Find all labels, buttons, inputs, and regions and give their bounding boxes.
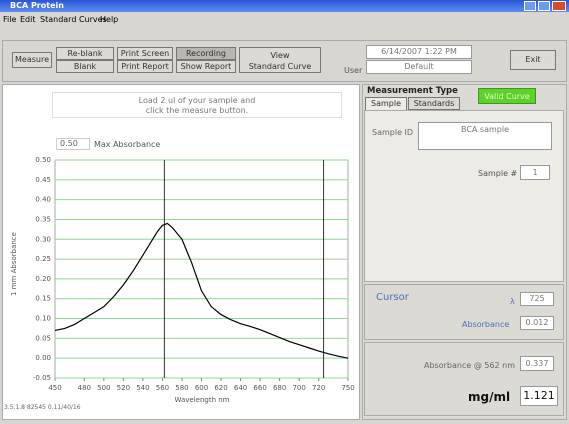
recording-button[interactable]: Recording — [176, 47, 236, 60]
menu-item[interactable]: Help — [100, 15, 119, 24]
spectrum-line — [54, 222, 349, 359]
exit-button[interactable]: Exit — [510, 50, 556, 70]
y-tick-label: 0.45 — [35, 176, 51, 184]
x-tick-label: 450 — [48, 384, 61, 392]
print-screen-button[interactable]: Print Screen — [117, 47, 173, 60]
menu-item[interactable]: File — [3, 15, 17, 24]
y-tick-label: 0.25 — [35, 255, 51, 263]
lambda-label: λ — [510, 297, 515, 306]
y-tick-label: 0.00 — [35, 354, 51, 362]
button-text: View — [270, 51, 290, 60]
window-title: BCA Protein — [10, 1, 64, 10]
x-tick-label: 560 — [156, 384, 169, 392]
x-tick-label: 750 — [341, 384, 354, 392]
standards-tab[interactable]: Standards — [408, 97, 460, 110]
y-tick-label: 0.30 — [35, 235, 51, 243]
button-text: Standard Curve — [248, 62, 312, 71]
maximize[interactable] — [538, 1, 550, 11]
y-tick-label: 0.10 — [35, 315, 51, 323]
sample-number-label: Sample # — [478, 169, 518, 178]
concentration-field: 1.121 — [520, 386, 558, 406]
measure-button[interactable]: Measure — [12, 52, 52, 68]
sample-id-field[interactable]: BCA sample — [418, 122, 552, 150]
toolbar — [2, 40, 567, 82]
y-tick-label: 0.05 — [35, 334, 51, 342]
cursor-section — [364, 284, 564, 340]
concentration-label: mg/ml — [468, 390, 511, 404]
y-tick-label: -0.05 — [33, 374, 51, 382]
x-tick-label: 540 — [136, 384, 149, 392]
x-tick-label: 720 — [312, 384, 325, 392]
reblank-button[interactable]: Re-blank — [56, 47, 114, 60]
max-abs-label: Max Absorbance — [94, 140, 161, 149]
view-curve-button[interactable]: View Standard Curve — [239, 47, 321, 73]
sample-number-field[interactable]: 1 — [520, 165, 550, 180]
message-box: Load 2 ul of your sample and click the m… — [52, 92, 342, 118]
y-tick-label: 0.35 — [35, 215, 51, 223]
result-section — [364, 342, 564, 416]
menu-item[interactable]: Standard Curves — [40, 15, 107, 24]
print-report-button[interactable]: Print Report — [117, 60, 173, 73]
sample-id-label: Sample ID — [372, 128, 414, 137]
y-axis-label: 1 mm Absorbance — [10, 232, 18, 296]
absorbance-label: Absorbance — [462, 320, 510, 329]
x-tick-label: 620 — [214, 384, 227, 392]
max-abs-spinner[interactable]: 0.50 — [56, 138, 90, 150]
x-tick-label: 680 — [273, 384, 286, 392]
blank-button[interactable]: Blank — [56, 60, 114, 73]
show-report-button[interactable]: Show Report — [176, 60, 236, 73]
y-tick-label: 0.40 — [35, 196, 51, 204]
x-tick-label: 480 — [78, 384, 91, 392]
menu-item[interactable]: Edit — [20, 15, 36, 24]
version-footer: 3.5.1.8 82545 0.11/40/16 — [4, 404, 81, 411]
x-tick-label: 700 — [292, 384, 305, 392]
abs562-label: Absorbance @ 562 nm — [424, 361, 516, 370]
y-tick-label: 0.15 — [35, 295, 51, 303]
absorbance-field: 0.012 — [520, 316, 554, 330]
message-line: click the measure button. — [145, 106, 249, 115]
sample-tab[interactable]: Sample — [365, 97, 407, 111]
user-label: User — [344, 66, 363, 75]
x-tick-label: 660 — [253, 384, 266, 392]
cursor-heading: Cursor — [376, 292, 409, 303]
measurement-type-heading: Measurement Type — [367, 86, 458, 96]
message-line: Load 2 ul of your sample and — [138, 96, 256, 105]
chart: 1 mm Absorbance Wavelength nm -0.05 0.00 0… — [10, 156, 355, 404]
abs562-field: 0.337 — [520, 356, 554, 371]
valid-curve-indicator: Valid Curve — [478, 88, 536, 104]
y-tick-label: 0.20 — [35, 275, 51, 283]
minimize[interactable] — [524, 1, 536, 11]
y-tick-label: 0.50 — [35, 156, 51, 164]
x-axis-label: Wavelength nm — [174, 396, 229, 404]
lambda-field[interactable]: 725 — [520, 292, 554, 306]
x-tick-label: 580 — [175, 384, 188, 392]
x-tick-label: 520 — [117, 384, 130, 392]
close[interactable] — [552, 1, 566, 11]
title-bar — [0, 0, 569, 12]
x-tick-label: 600 — [195, 384, 208, 392]
plot-area — [54, 159, 349, 379]
datetime-field: 6/14/2007 1:22 PM — [366, 45, 472, 59]
x-tick-label: 640 — [234, 384, 247, 392]
x-tick-label: 500 — [97, 384, 110, 392]
user-field[interactable]: Default — [366, 60, 472, 74]
